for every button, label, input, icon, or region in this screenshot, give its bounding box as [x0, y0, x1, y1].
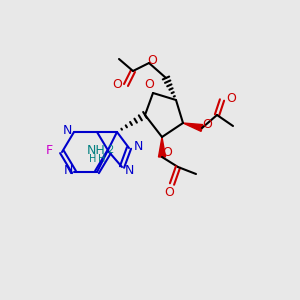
Text: O: O	[112, 77, 122, 91]
Text: H: H	[89, 154, 97, 164]
Text: N: N	[62, 124, 72, 137]
Text: O: O	[164, 185, 174, 199]
Text: O: O	[162, 146, 172, 160]
Text: O: O	[147, 53, 157, 67]
Text: N: N	[63, 164, 73, 178]
Text: F: F	[45, 145, 52, 158]
Text: H: H	[98, 154, 106, 164]
Text: 2: 2	[107, 145, 113, 155]
Polygon shape	[183, 123, 203, 131]
Text: O: O	[226, 92, 236, 106]
Text: N: N	[124, 164, 134, 176]
Text: O: O	[144, 79, 154, 92]
Text: N: N	[133, 140, 143, 154]
Text: O: O	[202, 118, 212, 131]
Text: NH: NH	[87, 143, 105, 157]
Polygon shape	[158, 137, 166, 157]
